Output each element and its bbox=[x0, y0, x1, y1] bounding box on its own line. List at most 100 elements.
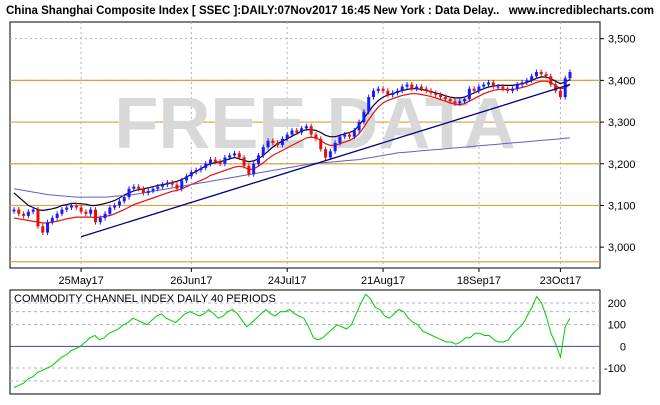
candle-body bbox=[491, 82, 495, 87]
candle bbox=[544, 71, 548, 79]
candle bbox=[558, 88, 562, 100]
candle bbox=[31, 207, 35, 215]
candle-body bbox=[534, 72, 538, 77]
trendline bbox=[80, 83, 571, 238]
candle bbox=[113, 202, 117, 211]
candle-body bbox=[271, 140, 275, 143]
candle bbox=[300, 125, 304, 135]
candle-body bbox=[65, 207, 69, 210]
candle bbox=[352, 127, 356, 140]
candle-body bbox=[146, 190, 150, 193]
candle-body bbox=[93, 209, 97, 223]
candle bbox=[467, 86, 471, 102]
candle-body bbox=[213, 159, 217, 162]
candle-body bbox=[256, 155, 260, 164]
price-y-ticks: 3,000 3,100 3,200 3,300 3,400 3,500 bbox=[600, 34, 636, 254]
candle-body bbox=[501, 86, 505, 89]
price-y-tick-label: 3,200 bbox=[608, 159, 636, 171]
candle bbox=[74, 202, 78, 211]
candle bbox=[400, 84, 404, 94]
candle bbox=[55, 211, 59, 221]
cci-y-tick-label: 100 bbox=[608, 320, 626, 332]
chart-title: China Shanghai Composite Index [ SSEC ]:… bbox=[6, 5, 499, 17]
candle-body bbox=[463, 99, 467, 102]
candle bbox=[261, 144, 265, 158]
candle bbox=[122, 194, 126, 204]
candle bbox=[487, 79, 491, 88]
candle bbox=[357, 119, 361, 133]
candle bbox=[376, 86, 380, 94]
candle-body bbox=[17, 209, 21, 214]
candles bbox=[12, 69, 572, 236]
candle bbox=[22, 211, 26, 219]
cci-title: COMMODITY CHANNEL INDEX DAILY 40 PERIODS bbox=[14, 293, 276, 305]
candle-body bbox=[314, 134, 318, 139]
candle-body bbox=[266, 140, 270, 148]
red-ma-line bbox=[13, 80, 571, 224]
candle bbox=[108, 205, 112, 217]
candle bbox=[256, 152, 260, 167]
candle bbox=[549, 73, 553, 88]
candle-body bbox=[290, 130, 294, 135]
candle bbox=[156, 184, 160, 192]
candle-body bbox=[122, 197, 126, 202]
candle-body bbox=[151, 188, 155, 191]
candle-body bbox=[348, 134, 352, 137]
candle-body bbox=[333, 142, 337, 152]
candle bbox=[343, 132, 347, 140]
candle-body bbox=[70, 205, 74, 208]
candle-body bbox=[309, 126, 313, 135]
cci-panel-frame bbox=[9, 289, 601, 395]
candle-body bbox=[405, 84, 409, 87]
candle bbox=[280, 136, 284, 148]
candle bbox=[41, 223, 45, 236]
candle-body bbox=[170, 182, 174, 185]
candle-body bbox=[300, 128, 304, 133]
candle bbox=[415, 84, 419, 92]
candle-body bbox=[467, 88, 471, 100]
candle bbox=[247, 163, 251, 177]
candle-body bbox=[209, 159, 213, 164]
candle-body bbox=[218, 161, 222, 164]
candle-body bbox=[453, 101, 457, 104]
candle-body bbox=[558, 90, 562, 98]
candle bbox=[439, 92, 443, 100]
candle bbox=[309, 123, 313, 138]
candle-body bbox=[41, 226, 45, 233]
candle-body bbox=[520, 82, 524, 85]
price-y-tick-label: 3,100 bbox=[608, 200, 636, 212]
cci-y-tick-label: -100 bbox=[604, 363, 626, 375]
candle-body bbox=[362, 111, 366, 123]
candle bbox=[304, 123, 308, 131]
price-x-tick-label: 18Sep17 bbox=[457, 275, 501, 287]
candle-body bbox=[544, 74, 548, 77]
candle-body bbox=[156, 186, 160, 189]
candle-body bbox=[443, 97, 447, 100]
price-y-tick-label: 3,500 bbox=[608, 34, 636, 46]
candle-body bbox=[391, 92, 395, 95]
candle bbox=[319, 136, 323, 152]
candle bbox=[496, 84, 500, 90]
candle bbox=[26, 209, 30, 219]
candle bbox=[463, 96, 467, 104]
candle-body bbox=[103, 213, 107, 218]
candle-body bbox=[237, 153, 241, 158]
candle bbox=[209, 157, 213, 167]
candle bbox=[98, 215, 102, 225]
candle bbox=[117, 198, 121, 208]
candle bbox=[482, 82, 486, 90]
candle-body bbox=[477, 86, 481, 91]
candle-body bbox=[161, 184, 165, 187]
candle-body bbox=[276, 142, 280, 145]
price-x-tick-label: 21Aug17 bbox=[361, 275, 405, 287]
candle bbox=[539, 69, 543, 77]
candle-body bbox=[506, 88, 510, 91]
candle bbox=[165, 180, 169, 188]
candle-body bbox=[472, 88, 476, 91]
candle-body bbox=[199, 167, 203, 171]
candle bbox=[79, 205, 83, 215]
candle-body bbox=[357, 122, 361, 131]
candle bbox=[127, 186, 131, 200]
candle-body bbox=[55, 213, 59, 218]
